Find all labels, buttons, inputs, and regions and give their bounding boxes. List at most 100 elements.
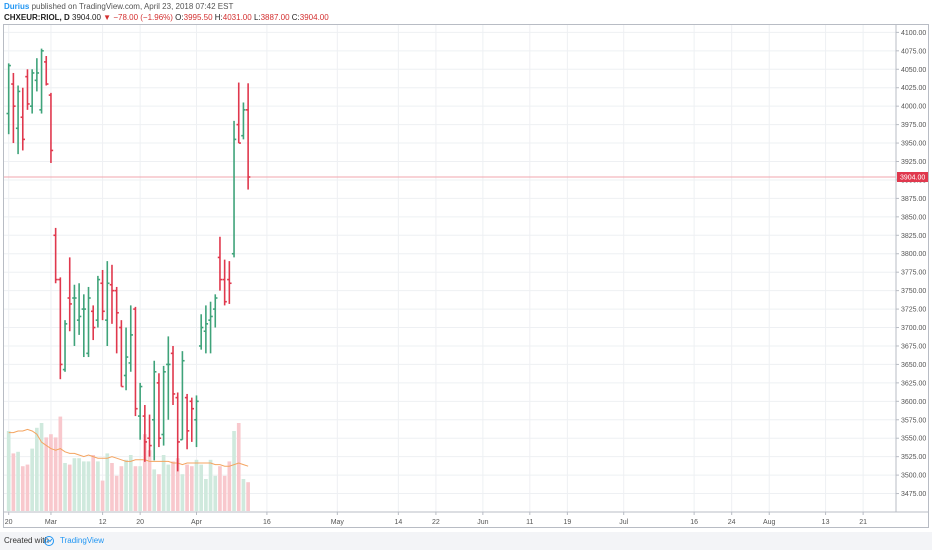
y-tick-label: 3975.00	[901, 122, 926, 129]
volume-bar	[114, 475, 119, 511]
volume-bar	[77, 458, 81, 511]
volume-bar	[96, 461, 100, 511]
volume-bar	[143, 434, 147, 511]
x-tick-label: 13	[822, 519, 830, 526]
y-tick-label: 3475.00	[901, 491, 926, 498]
volume-bar	[236, 423, 241, 511]
published-text: published on TradingView.com, April 23, …	[31, 2, 234, 11]
y-tick-label: 3850.00	[901, 214, 926, 221]
y-tick-label: 3725.00	[901, 307, 926, 314]
y-tick-label: 3675.00	[901, 343, 926, 350]
volume-bar	[58, 416, 63, 511]
volume-bar	[91, 455, 96, 511]
y-tick-label: 3525.00	[901, 454, 926, 461]
volume-bar	[81, 461, 86, 511]
volume-bar	[175, 458, 180, 511]
ohlc-close-key: C:	[291, 13, 300, 22]
y-tick-label: 3925.00	[901, 159, 926, 166]
volume-bar	[6, 431, 11, 511]
y-tick-label: 3700.00	[901, 325, 926, 332]
x-tick-label: 24	[728, 519, 736, 526]
volume-bar	[35, 427, 39, 511]
publish-info: Durius published on TradingView.com, Apr…	[4, 2, 233, 12]
tradingview-brand[interactable]: TradingView	[60, 536, 105, 545]
y-tick-label: 3575.00	[901, 417, 926, 424]
y-tick-label: 3600.00	[901, 399, 926, 406]
x-tick-label: Aug	[763, 519, 776, 526]
volume-bar	[232, 431, 236, 511]
price-tag-label: 3904.00	[900, 175, 925, 182]
x-tick-label: Jul	[619, 519, 628, 526]
volume-bar	[161, 455, 166, 511]
x-tick-label: 21	[859, 519, 867, 526]
price-change: −78.00 (−1.96%)	[113, 13, 173, 22]
volume-bar	[213, 475, 218, 511]
ohlc-high-key: H:	[214, 13, 223, 22]
ohlc-low-value: 3887.00	[260, 13, 290, 22]
y-tick-label: 4100.00	[901, 30, 926, 37]
x-tick-label: 16	[690, 519, 698, 526]
y-tick-label: 3775.00	[901, 270, 926, 277]
y-tick-label: 4075.00	[901, 48, 926, 55]
volume-bar	[185, 464, 189, 511]
tradingview-logo-icon	[44, 536, 54, 546]
volume-bar	[67, 464, 72, 511]
volume-bar	[147, 450, 152, 511]
volume-bar	[189, 466, 194, 511]
volume-bar	[20, 466, 25, 511]
volume-bar	[227, 461, 232, 511]
volume-bar	[44, 437, 49, 511]
volume-bar	[180, 474, 185, 511]
volume-bar	[194, 459, 199, 511]
x-tick-label: 14	[394, 519, 402, 526]
x-tick-label: 11	[526, 519, 533, 526]
volume-bar	[199, 464, 204, 511]
volume-bar	[222, 475, 227, 511]
symbol-name: CHXEUR:RIOL, D	[4, 13, 70, 22]
ohlc-low-key: L:	[253, 13, 261, 22]
volume-bar	[30, 448, 34, 511]
volume-bar	[100, 480, 105, 511]
x-tick-label: 20	[5, 519, 13, 526]
author-name[interactable]: Durius	[4, 2, 30, 11]
volume-bar	[138, 466, 142, 511]
created-with-text: Created with	[4, 536, 49, 545]
ohlc-close-value: 3904.00	[299, 13, 329, 22]
volume-bar	[105, 453, 110, 511]
y-tick-label: 3950.00	[901, 141, 926, 148]
y-tick-label: 3625.00	[901, 380, 926, 387]
ohlc-high-value: 4031.00	[222, 13, 252, 22]
volume-bar	[171, 461, 175, 511]
volume-bar	[11, 453, 16, 511]
volume-bar	[119, 466, 124, 511]
volume-bar	[39, 423, 44, 511]
y-tick-label: 4025.00	[901, 85, 926, 92]
volume-bar	[166, 464, 171, 511]
price-chart[interactable]: 3475.00 3500.00 3525.00 3550.00 3575.00 3600.…	[0, 0, 932, 532]
footer: Created with TradingView	[0, 532, 932, 550]
ohlc-open-key: O:	[175, 13, 184, 22]
x-tick-label: Apr	[191, 519, 203, 526]
y-tick-label: 3825.00	[901, 233, 926, 240]
volume-bar	[157, 474, 161, 511]
y-tick-label: 3800.00	[901, 251, 926, 258]
volume-bar	[53, 437, 58, 511]
y-tick-label: 3650.00	[901, 362, 926, 369]
volume-bar	[128, 455, 133, 511]
x-tick-label: 12	[99, 519, 107, 526]
volume-bar	[25, 464, 30, 511]
x-tick-label: Mar	[45, 519, 58, 526]
volume-bar	[208, 459, 213, 511]
down-arrow-icon: ▼	[103, 13, 112, 22]
chart-frame[interactable]	[3, 24, 929, 528]
volume-bar	[218, 466, 222, 511]
symbol-legend: CHXEUR:RIOL, D 3904.00 ▼ −78.00 (−1.96%)…	[4, 13, 329, 23]
x-tick-label: 16	[263, 519, 271, 526]
volume-bar	[204, 479, 208, 511]
x-tick-label: 22	[432, 519, 440, 526]
volume-bar	[133, 466, 138, 511]
y-tick-label: 3875.00	[901, 196, 926, 203]
volume-bar	[63, 463, 67, 511]
ohlc-open-value: 3995.50	[183, 13, 213, 22]
x-tick-label: 20	[136, 519, 144, 526]
